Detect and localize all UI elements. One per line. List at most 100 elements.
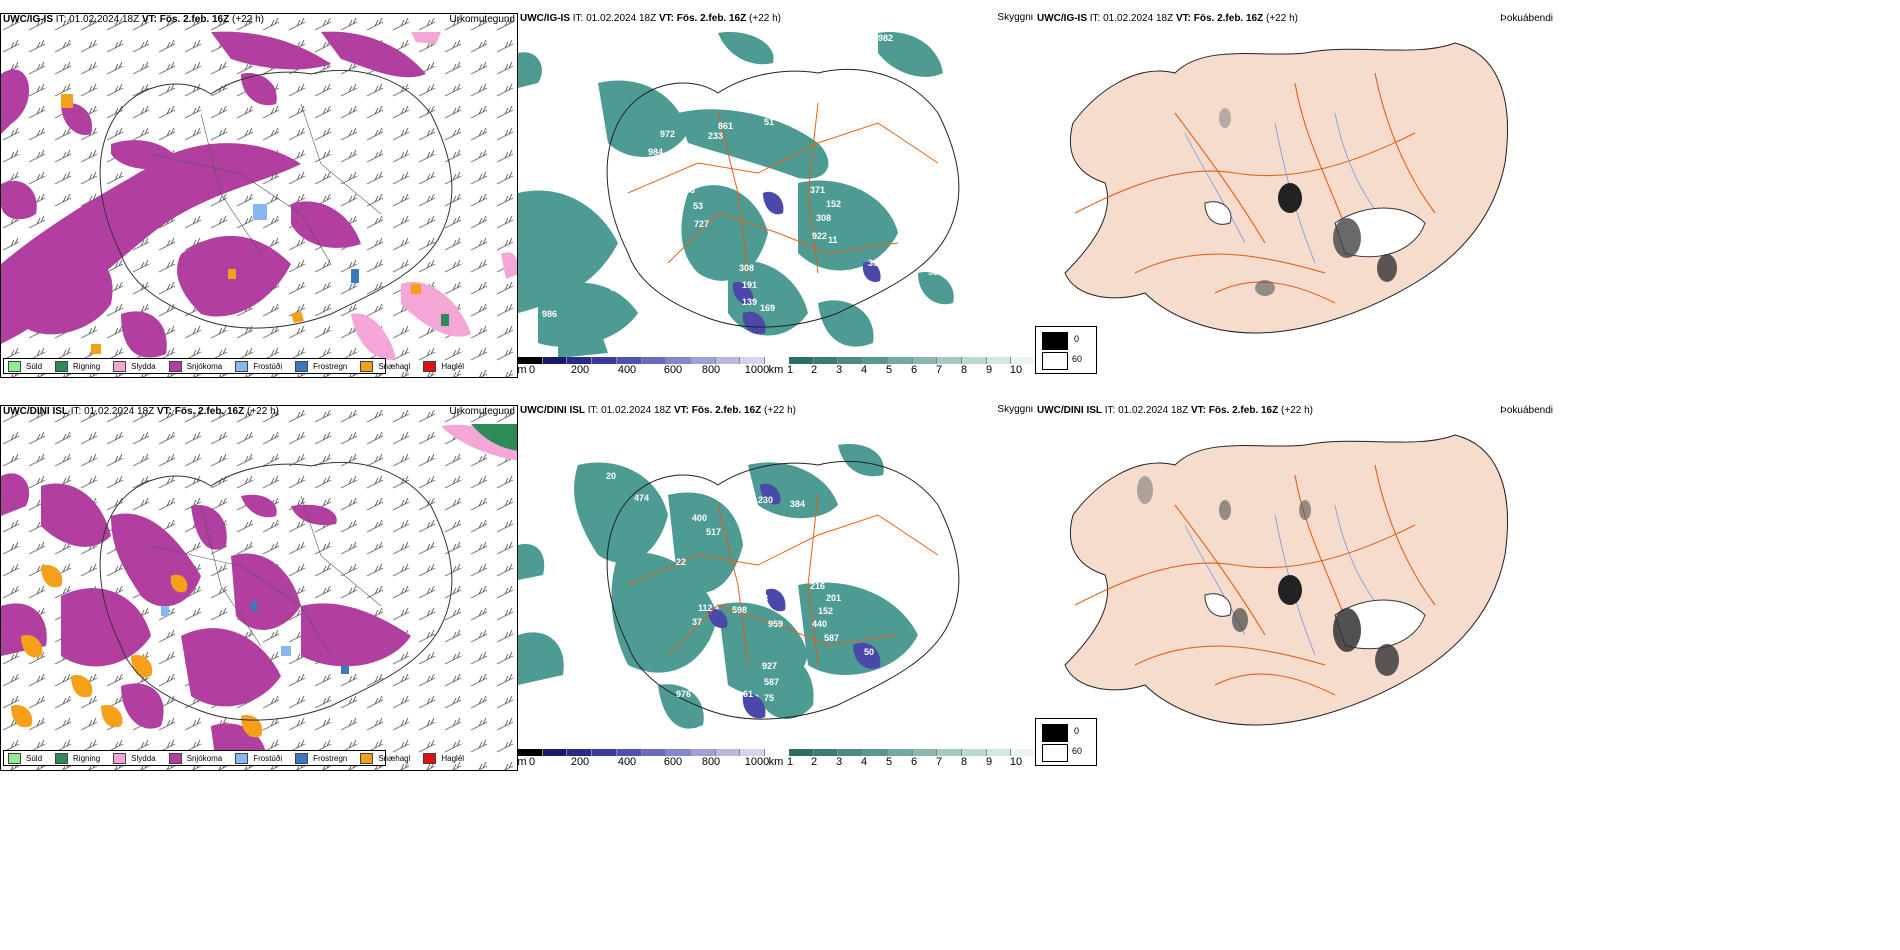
legend-item-snjokoma: Snjókoma bbox=[168, 360, 222, 372]
swatch bbox=[423, 360, 437, 372]
panel-parameter-name: Skyggni bbox=[997, 405, 1033, 415]
visibility-value-labels: 20 474 39 230 384 400 517 22 96 216 112 598 93 20… bbox=[606, 471, 874, 703]
svg-text:75: 75 bbox=[764, 693, 774, 703]
swatch bbox=[235, 752, 249, 764]
legend-item-slydda: Slydda bbox=[113, 752, 156, 764]
panel-parameter-name: Úrkomutegund bbox=[449, 14, 515, 25]
legend-item-sudl: Súld bbox=[8, 752, 42, 764]
swatch bbox=[423, 752, 437, 764]
svg-text:39: 39 bbox=[868, 258, 878, 268]
svg-text:93: 93 bbox=[758, 593, 768, 603]
scale-bar-colors bbox=[518, 749, 1035, 756]
fog-indicator-panel-bottom: UWC/DINI ISL IT: 01.02.2024 18Z VT: Fös.… bbox=[1035, 405, 1555, 771]
svg-text:191: 191 bbox=[742, 280, 757, 290]
svg-text:216: 216 bbox=[810, 581, 825, 591]
svg-text:972: 972 bbox=[660, 129, 675, 139]
svg-text:61: 61 bbox=[743, 689, 753, 699]
precip-type-panel-bottom: UWC/DINI ISL IT: 01.02.2024 18Z VT: Fös.… bbox=[0, 405, 518, 771]
svg-text:959: 959 bbox=[768, 619, 783, 629]
legend-item-frostregn: Frostregn bbox=[295, 360, 347, 372]
svg-text:986: 986 bbox=[542, 309, 557, 319]
swatch bbox=[360, 360, 374, 372]
panel-title: UWC/IG-IS IT: 01.02.2024 18Z VT: Fös. 2.… bbox=[3, 14, 264, 25]
svg-text:598: 598 bbox=[732, 605, 747, 615]
svg-text:39: 39 bbox=[740, 479, 750, 489]
svg-text:951: 951 bbox=[586, 197, 601, 207]
fog-indicator-panel-top: UWC/IG-IS IT: 01.02.2024 18Z VT: Fös. 2.… bbox=[1035, 13, 1555, 378]
svg-text:474: 474 bbox=[634, 493, 649, 503]
scale-bar-colors bbox=[518, 357, 1035, 364]
legend-item-haglel: Haglél bbox=[423, 752, 464, 764]
visibility-panel-top: UWC/IG-IS IT: 01.02.2024 18Z VT: Fös. 2.… bbox=[518, 13, 1035, 378]
legend-swatch-light bbox=[1042, 744, 1068, 762]
panel-parameter-name: Þokuábendi bbox=[1500, 13, 1553, 24]
panel-title: UWC/IG-IS IT: 01.02.2024 18Z VT: Fös. 2.… bbox=[520, 13, 781, 24]
panel-parameter-name: Þokuábendi bbox=[1500, 405, 1553, 416]
svg-text:37: 37 bbox=[692, 617, 702, 627]
precip-type-legend: Súld Rigning Slydda Snjókoma Frostúði Fr… bbox=[3, 358, 464, 374]
fog-legend: 0 60 bbox=[1035, 326, 1097, 374]
legend-item-sudl: Súld bbox=[8, 360, 42, 372]
svg-text:927: 927 bbox=[762, 661, 777, 671]
svg-text:987: 987 bbox=[610, 283, 625, 293]
svg-text:384: 384 bbox=[790, 499, 805, 509]
swatch bbox=[55, 360, 69, 372]
swatch bbox=[168, 360, 182, 372]
svg-text:483: 483 bbox=[680, 185, 695, 195]
panel-title: UWC/IG-IS IT: 01.02.2024 18Z VT: Fös. 2.… bbox=[1037, 13, 1298, 24]
svg-text:440: 440 bbox=[812, 619, 827, 629]
visibility-panel-bottom: UWC/DINI ISL IT: 01.02.2024 18Z VT: Fös.… bbox=[518, 405, 1035, 771]
svg-text:861: 861 bbox=[718, 121, 733, 131]
precip-type-legend: Súld Rigning Slydda Snjókoma Frostúði Fr… bbox=[3, 750, 464, 766]
swatch bbox=[8, 752, 21, 764]
panel-title: UWC/DINI ISL IT: 01.02.2024 18Z VT: Fös.… bbox=[3, 406, 279, 417]
precip-map bbox=[1, 406, 517, 770]
visibility-scale: m 0 200 400 600 800 1000 km 1 2 3 4 5 6 … bbox=[518, 749, 1035, 768]
swatch bbox=[113, 360, 127, 372]
svg-text:308: 308 bbox=[739, 263, 754, 273]
precip-type-panel-top: UWC/IG-IS IT: 01.02.2024 18Z VT: Fös. 2.… bbox=[0, 13, 518, 378]
svg-text:152: 152 bbox=[826, 199, 841, 209]
svg-text:201: 201 bbox=[826, 593, 841, 603]
svg-text:50: 50 bbox=[864, 647, 874, 657]
legend-item-snjokoma: Snjókoma bbox=[168, 752, 222, 764]
svg-text:308: 308 bbox=[816, 213, 831, 223]
legend-item-frostregn: Frostregn bbox=[295, 752, 347, 764]
scale-labels: m 0 200 400 600 800 1000 km 1 2 3 4 5 6 … bbox=[518, 364, 1023, 376]
legend-swatch-dark bbox=[1042, 724, 1068, 742]
svg-text:112: 112 bbox=[698, 603, 713, 613]
svg-text:587: 587 bbox=[824, 633, 839, 643]
svg-text:69: 69 bbox=[770, 183, 780, 193]
svg-text:371: 371 bbox=[810, 185, 825, 195]
svg-text:152: 152 bbox=[818, 606, 833, 616]
fog-patches bbox=[1137, 476, 1426, 676]
svg-text:51: 51 bbox=[764, 117, 774, 127]
swatch bbox=[113, 752, 127, 764]
legend-item-snaehagl: Snæhagl bbox=[360, 752, 410, 764]
swatch bbox=[295, 752, 309, 764]
panel-parameter-name: Úrkomutegund bbox=[449, 406, 515, 417]
swatch bbox=[168, 752, 182, 764]
fog-map bbox=[1064, 434, 1509, 726]
legend-item-slydda: Slydda bbox=[113, 360, 156, 372]
svg-text:976: 976 bbox=[676, 689, 691, 699]
visibility-scale: m 0 200 400 600 800 1000 km 1 2 3 4 5 6 … bbox=[518, 357, 1035, 376]
svg-text:11: 11 bbox=[828, 235, 838, 245]
fog-map bbox=[1064, 42, 1509, 334]
precip-map bbox=[1, 14, 517, 377]
svg-text:400: 400 bbox=[692, 513, 707, 523]
panel-title: UWC/DINI ISL IT: 01.02.2024 18Z VT: Fös.… bbox=[1037, 405, 1313, 416]
svg-text:233: 233 bbox=[708, 131, 723, 141]
scale-labels: m 0 200 400 600 800 1000 km 1 2 3 4 5 6 … bbox=[518, 756, 1023, 768]
visibility-map: 20 474 39 230 384 400 517 22 96 216 112 598 93 20… bbox=[518, 444, 960, 729]
fog-patches bbox=[1204, 108, 1426, 296]
legend-swatch-light bbox=[1042, 352, 1068, 370]
svg-text:517: 517 bbox=[706, 527, 721, 537]
legend-item-rigning: Rigning bbox=[55, 360, 100, 372]
swatch bbox=[295, 360, 309, 372]
swatch bbox=[55, 752, 69, 764]
legend-swatch-dark bbox=[1042, 332, 1068, 350]
svg-text:984: 984 bbox=[648, 147, 663, 157]
